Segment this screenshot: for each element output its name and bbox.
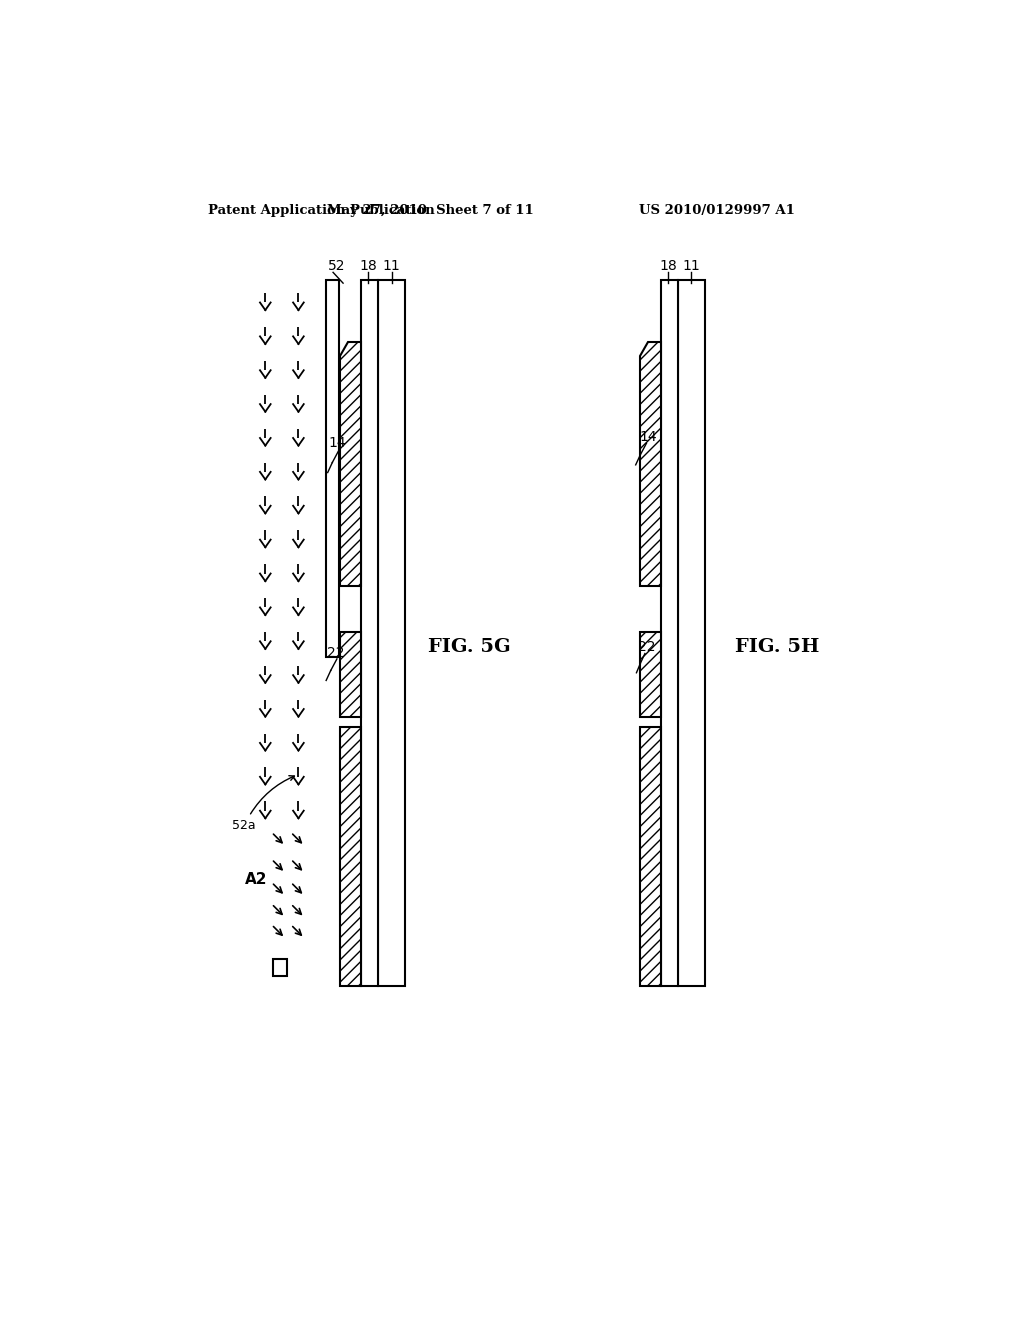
Text: A2: A2: [245, 873, 267, 887]
Text: 11: 11: [383, 259, 400, 273]
Polygon shape: [640, 342, 662, 586]
Polygon shape: [678, 280, 705, 986]
Polygon shape: [340, 342, 360, 586]
Text: May 27, 2010  Sheet 7 of 11: May 27, 2010 Sheet 7 of 11: [328, 205, 535, 218]
Text: 14: 14: [328, 437, 346, 450]
Text: 18: 18: [659, 259, 677, 273]
Polygon shape: [326, 280, 339, 657]
Text: 18: 18: [359, 259, 378, 273]
Polygon shape: [340, 726, 360, 986]
Text: 14: 14: [639, 430, 656, 444]
Text: US 2010/0129997 A1: US 2010/0129997 A1: [639, 205, 795, 218]
Text: 22: 22: [638, 640, 655, 655]
Polygon shape: [640, 726, 662, 986]
Text: Patent Application Publication: Patent Application Publication: [208, 205, 434, 218]
Text: 52a: 52a: [232, 776, 295, 832]
Polygon shape: [340, 632, 360, 717]
Polygon shape: [640, 632, 662, 717]
Text: FIG. 5H: FIG. 5H: [735, 639, 819, 656]
Text: 11: 11: [682, 259, 700, 273]
Polygon shape: [662, 280, 678, 986]
Polygon shape: [378, 280, 404, 986]
Text: 52: 52: [328, 259, 346, 273]
Text: 22: 22: [328, 645, 345, 660]
Text: FIG. 5G: FIG. 5G: [428, 639, 511, 656]
Polygon shape: [360, 280, 378, 986]
Polygon shape: [273, 960, 287, 977]
